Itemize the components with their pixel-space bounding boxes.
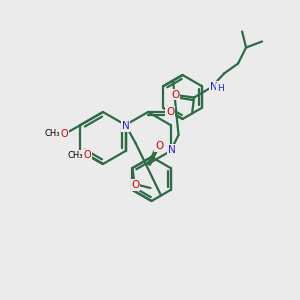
Text: H: H [217, 84, 224, 93]
Text: O: O [166, 107, 174, 117]
Text: N: N [210, 82, 218, 92]
Text: CH₃: CH₃ [67, 151, 83, 160]
Text: O: O [83, 150, 91, 160]
Text: O: O [171, 89, 179, 100]
Text: CH₃: CH₃ [45, 130, 60, 139]
Text: N: N [122, 121, 129, 131]
Text: O: O [61, 129, 68, 139]
Text: N: N [168, 145, 176, 155]
Text: O: O [155, 141, 163, 151]
Text: O: O [131, 180, 140, 190]
